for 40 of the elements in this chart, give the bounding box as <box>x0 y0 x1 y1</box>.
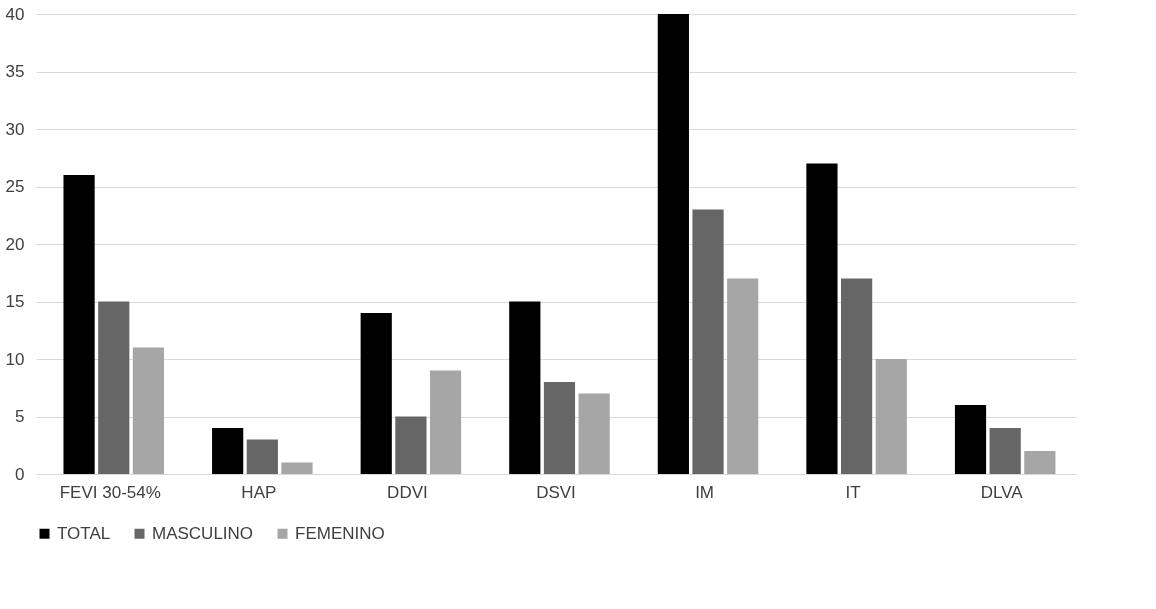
legend-label: TOTAL <box>57 523 111 543</box>
x-tick-label: DLVA <box>980 482 1024 502</box>
bar <box>578 393 610 474</box>
bar <box>281 462 313 474</box>
y-tick-label: 15 <box>5 292 25 311</box>
x-tick-label: IT <box>845 482 861 502</box>
bar <box>246 439 278 474</box>
bar <box>692 209 724 474</box>
bar <box>657 14 689 474</box>
y-tick-label: 20 <box>5 234 25 254</box>
x-tick-label: FEVI 30-54% <box>59 482 161 502</box>
bar <box>875 359 907 474</box>
x-tick-label: DSVI <box>536 482 576 502</box>
x-tick-label: IM <box>695 482 715 502</box>
y-tick-label: 10 <box>5 349 25 369</box>
bar <box>429 370 462 474</box>
legend-label: FEMENINO <box>295 523 385 543</box>
y-tick-label: 35 <box>5 62 25 81</box>
bar <box>989 428 1021 474</box>
y-tick-label: 0 <box>15 464 25 484</box>
y-tick-label: 5 <box>15 407 25 426</box>
bar <box>212 428 244 474</box>
bar <box>509 301 541 474</box>
bar <box>841 278 873 474</box>
y-tick-label: 30 <box>5 119 25 139</box>
x-tick-label: HAP <box>241 482 277 502</box>
bar <box>806 163 838 474</box>
bar <box>1024 451 1056 474</box>
y-tick-label: 40 <box>5 4 25 24</box>
bar <box>395 416 427 474</box>
bar <box>954 405 987 474</box>
bar <box>727 278 759 474</box>
y-tick-label: 25 <box>5 177 25 196</box>
bar <box>360 313 392 474</box>
bar <box>543 382 576 474</box>
bar <box>63 175 95 474</box>
bar <box>132 347 165 474</box>
bar <box>98 301 130 474</box>
legend-label: MASCULINO <box>152 523 254 543</box>
x-tick-label: DDVI <box>387 482 428 502</box>
